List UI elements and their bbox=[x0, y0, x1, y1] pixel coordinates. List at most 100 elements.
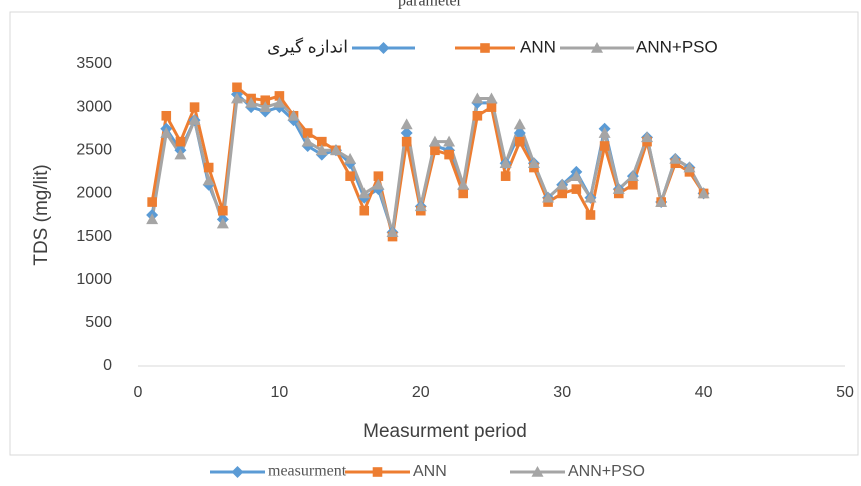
marker bbox=[400, 118, 413, 130]
legend-label: ANN bbox=[413, 463, 447, 480]
marker bbox=[556, 178, 569, 190]
marker bbox=[202, 174, 215, 186]
marker bbox=[513, 127, 526, 140]
legend-label: ANN bbox=[520, 37, 556, 56]
marker bbox=[584, 191, 597, 203]
marker bbox=[329, 144, 342, 156]
marker bbox=[513, 118, 526, 130]
marker bbox=[514, 136, 525, 147]
marker bbox=[570, 170, 583, 181]
marker bbox=[458, 188, 469, 199]
marker bbox=[500, 171, 511, 181]
marker bbox=[273, 96, 286, 108]
marker bbox=[585, 210, 596, 220]
marker bbox=[189, 102, 200, 112]
legend-label: measurment bbox=[268, 463, 347, 480]
marker bbox=[626, 170, 639, 181]
chart-title: parameter bbox=[398, 0, 463, 10]
marker bbox=[302, 128, 313, 138]
marker bbox=[430, 145, 440, 156]
marker bbox=[232, 82, 242, 93]
marker bbox=[400, 127, 413, 140]
marker bbox=[444, 149, 454, 160]
x-tick-label: 50 bbox=[836, 384, 854, 401]
marker bbox=[372, 178, 385, 190]
marker bbox=[274, 91, 285, 101]
marker bbox=[655, 196, 668, 207]
marker bbox=[401, 136, 412, 147]
marker bbox=[315, 144, 328, 156]
x-axis-title: Measurment period bbox=[363, 421, 527, 442]
marker bbox=[359, 205, 370, 216]
marker bbox=[287, 109, 300, 121]
marker bbox=[428, 135, 441, 147]
legend-marker bbox=[591, 42, 603, 53]
legend-marker bbox=[231, 466, 244, 478]
marker bbox=[542, 191, 555, 203]
x-tick-label: 40 bbox=[695, 384, 713, 401]
marker bbox=[218, 205, 228, 216]
legend-marker bbox=[377, 42, 390, 54]
x-tick-label: 0 bbox=[134, 384, 143, 401]
marker bbox=[486, 102, 497, 112]
x-tick-label: 30 bbox=[553, 384, 571, 401]
marker bbox=[188, 114, 201, 125]
legend-marker bbox=[531, 466, 544, 477]
chart-border bbox=[9, 11, 859, 456]
marker bbox=[485, 92, 498, 104]
marker bbox=[641, 131, 654, 143]
marker bbox=[175, 136, 186, 147]
y-axis-title: TDS (mg/lit) bbox=[31, 164, 52, 265]
marker bbox=[259, 101, 272, 112]
marker bbox=[160, 127, 173, 138]
marker bbox=[598, 127, 611, 138]
marker bbox=[174, 148, 187, 160]
y-tick-label: 0 bbox=[103, 357, 112, 374]
marker bbox=[358, 187, 371, 199]
y-tick-label: 3000 bbox=[76, 98, 112, 115]
marker bbox=[557, 188, 567, 199]
marker bbox=[527, 157, 540, 169]
y-tick-label: 3500 bbox=[76, 55, 112, 72]
marker bbox=[161, 110, 172, 121]
marker bbox=[260, 95, 271, 106]
marker bbox=[599, 141, 610, 151]
legend-marker bbox=[480, 43, 490, 53]
marker bbox=[230, 92, 243, 104]
marker bbox=[499, 157, 512, 169]
legend-label: ANN+PSO bbox=[636, 37, 718, 56]
marker bbox=[245, 96, 258, 108]
y-tick-label: 1500 bbox=[76, 228, 112, 245]
marker bbox=[147, 197, 157, 207]
marker bbox=[301, 135, 314, 147]
marker bbox=[571, 184, 582, 194]
x-tick-label: 20 bbox=[412, 384, 430, 401]
x-tick-label: 10 bbox=[271, 384, 289, 401]
marker bbox=[216, 217, 229, 229]
marker bbox=[317, 136, 327, 147]
marker bbox=[697, 187, 710, 199]
marker bbox=[443, 135, 456, 147]
marker bbox=[683, 161, 696, 173]
marker bbox=[146, 213, 159, 225]
marker bbox=[612, 183, 625, 194]
marker bbox=[628, 180, 638, 190]
legend-label: اندازه گیری bbox=[267, 36, 348, 57]
marker bbox=[471, 92, 484, 104]
marker bbox=[669, 152, 682, 164]
y-tick-label: 500 bbox=[85, 314, 112, 331]
y-tick-label: 2500 bbox=[76, 142, 112, 159]
marker bbox=[344, 152, 357, 164]
marker bbox=[386, 226, 399, 238]
legend-marker bbox=[372, 467, 383, 477]
series-line bbox=[150, 97, 705, 234]
y-tick-label: 2000 bbox=[76, 185, 112, 202]
marker bbox=[472, 110, 483, 121]
legend-label: ANN+PSO bbox=[568, 463, 645, 480]
marker bbox=[345, 171, 355, 181]
marker bbox=[373, 171, 384, 181]
marker bbox=[203, 162, 214, 173]
marker bbox=[457, 178, 470, 190]
y-tick-label: 1000 bbox=[76, 271, 112, 288]
